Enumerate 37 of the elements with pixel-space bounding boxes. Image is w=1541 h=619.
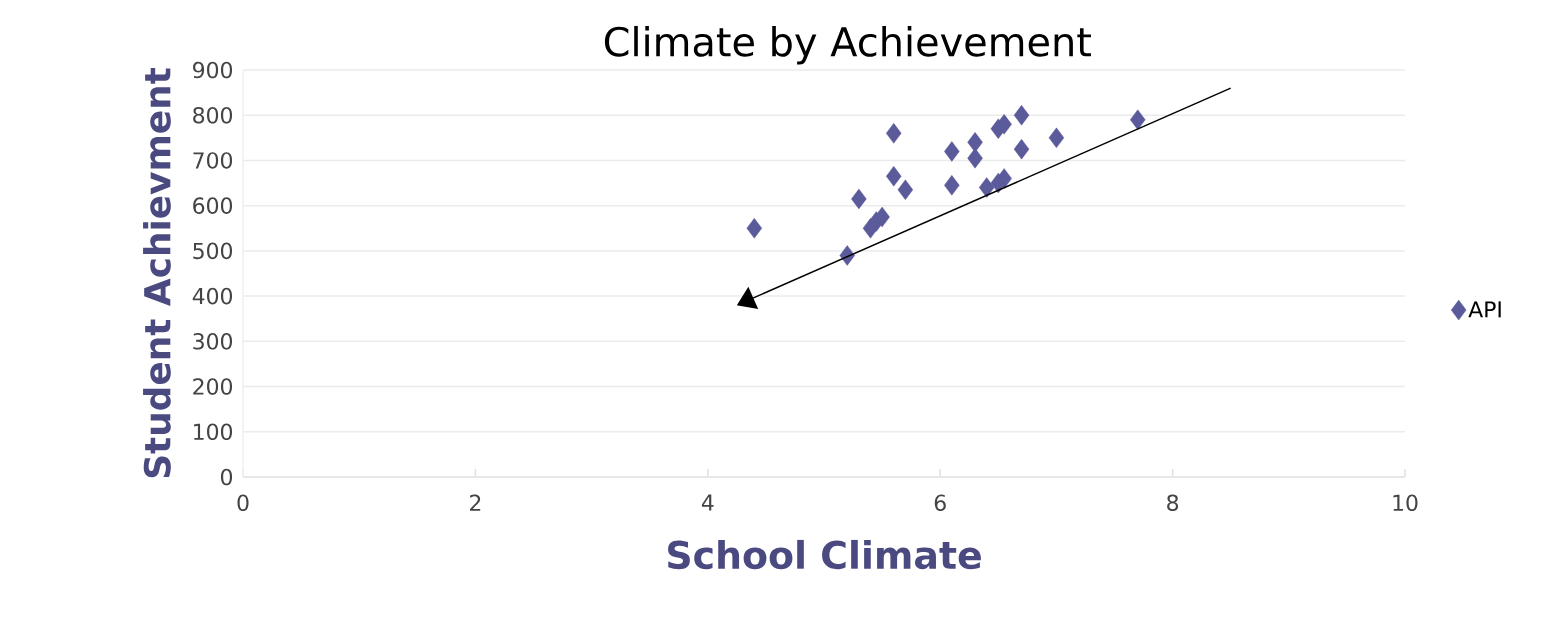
point bbox=[1013, 138, 1030, 160]
point bbox=[886, 166, 902, 187]
point bbox=[897, 179, 914, 201]
x-tick-label: 10 bbox=[1393, 494, 1418, 512]
point bbox=[1130, 109, 1146, 130]
x-tick-label: 2 bbox=[470, 494, 481, 511]
y-tick-label: 500 bbox=[193, 242, 233, 260]
y-axis-title: Student Achievment bbox=[143, 68, 171, 478]
point bbox=[1013, 105, 1030, 126]
x-tick-label: 4 bbox=[701, 494, 714, 511]
point bbox=[944, 141, 960, 162]
point bbox=[1048, 127, 1065, 149]
point bbox=[979, 177, 995, 198]
y-tick-label: 300 bbox=[193, 333, 233, 350]
point bbox=[996, 114, 1012, 135]
x-tick-label: 8 bbox=[1167, 494, 1179, 512]
point bbox=[967, 132, 983, 153]
chart-title: Climate by Achievement bbox=[604, 25, 1091, 65]
y-tick-label: 800 bbox=[193, 106, 233, 124]
point bbox=[967, 147, 983, 169]
legend-label: API bbox=[1468, 301, 1501, 318]
y-tick-label: 700 bbox=[193, 152, 233, 169]
x-axis-title: School Climate bbox=[668, 539, 981, 570]
point bbox=[886, 123, 902, 144]
point bbox=[996, 168, 1012, 189]
y-tick-label: 600 bbox=[193, 197, 233, 214]
point bbox=[851, 188, 867, 210]
x-tick-label: 0 bbox=[237, 494, 249, 512]
y-tick-label: 100 bbox=[194, 423, 233, 441]
point bbox=[944, 175, 960, 196]
y-tick-label: 200 bbox=[193, 378, 233, 395]
y-tick-label: 400 bbox=[192, 287, 233, 305]
y-tick-label: 0 bbox=[220, 468, 233, 486]
point bbox=[874, 206, 890, 228]
x-tick-label: 6 bbox=[934, 494, 946, 512]
y-tick-label: 900 bbox=[193, 61, 233, 79]
point bbox=[746, 218, 762, 239]
